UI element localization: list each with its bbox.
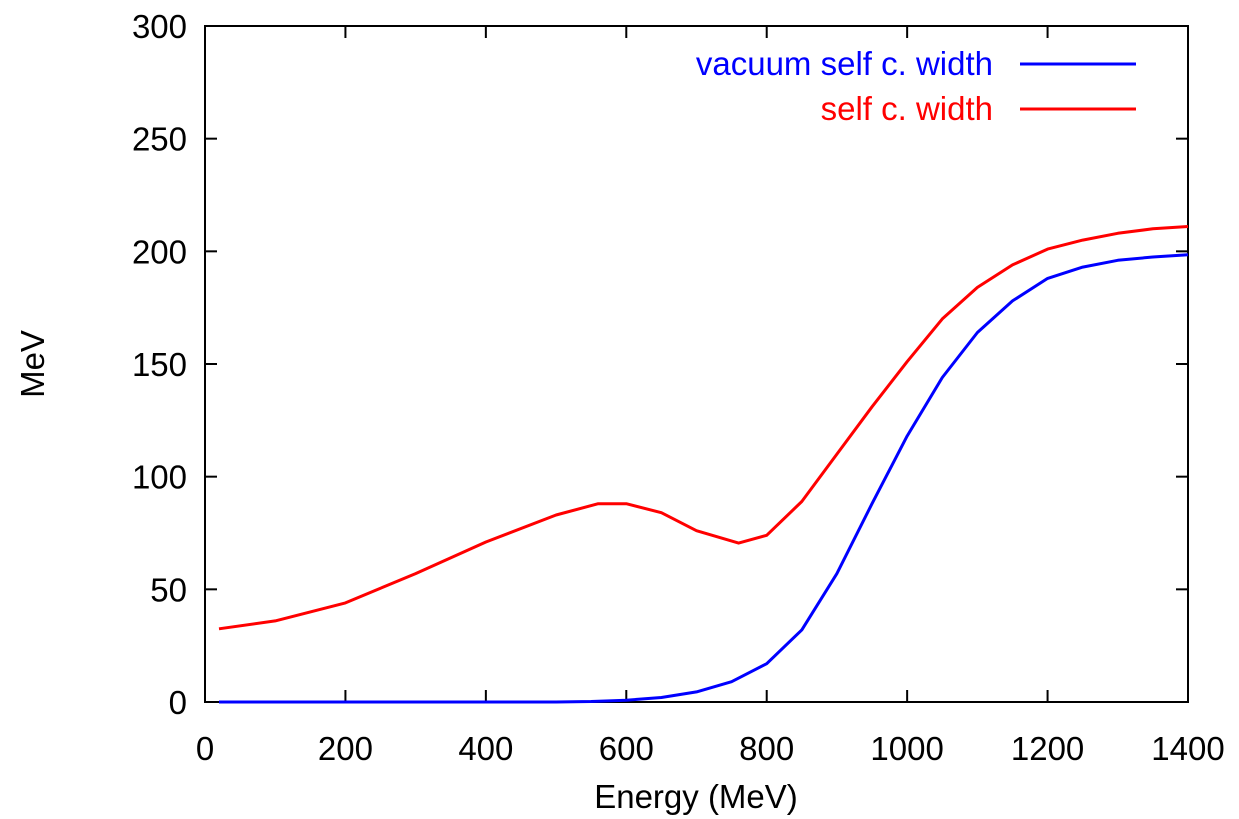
series-line-1 [218,225,1189,631]
legend-label: vacuum self c. width [696,45,993,82]
y-tick-label: 200 [132,233,187,270]
x-tick-label: 1200 [1011,730,1084,767]
legend-label: self c. width [821,90,993,127]
legend: vacuum self c. width self c. width [696,45,1136,127]
y-tick-label: 150 [132,346,187,383]
x-tick-label: 800 [739,730,794,767]
y-tick-label: 250 [132,121,187,158]
x-axis-label: Energy (MeV) [594,778,798,815]
x-tick-label: 1000 [870,730,943,767]
series-line-0 [219,253,1189,704]
x-tick-label: 600 [599,730,654,767]
x-tick-label: 400 [458,730,513,767]
y-axis: 0 50 100 150 200 250 300 [132,8,1188,721]
y-tick-label: 300 [132,8,187,45]
series-layer [218,225,1189,704]
y-tick-label: 0 [169,684,187,721]
x-tick-label: 200 [318,730,373,767]
y-axis-label: MeV [14,330,51,398]
y-tick-label: 100 [132,459,187,496]
y-tick-label: 50 [150,571,187,608]
x-axis: 0 200 400 600 800 1000 1200 1400 [196,26,1225,767]
x-tick-label: 0 [196,730,214,767]
x-tick-label: 1400 [1151,730,1224,767]
